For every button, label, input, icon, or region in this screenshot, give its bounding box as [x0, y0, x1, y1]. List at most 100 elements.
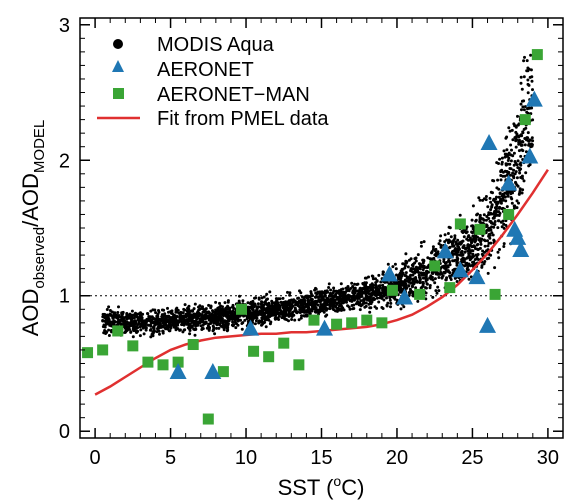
modis-aqua-point: [213, 310, 217, 314]
aeronet-man-point: [489, 288, 501, 300]
modis-aqua-point: [297, 296, 300, 300]
modis-aqua-point: [530, 79, 534, 83]
aeronet-man-point: [112, 325, 124, 337]
modis-aqua-point: [257, 321, 261, 325]
modis-aqua-point: [343, 295, 347, 299]
modis-aqua-point: [440, 265, 444, 269]
modis-aqua-point: [291, 301, 295, 304]
modis-aqua-point: [182, 328, 186, 332]
modis-aqua-point: [497, 195, 501, 199]
modis-aqua-point: [327, 286, 331, 289]
modis-aqua-point: [439, 270, 443, 274]
modis-aqua-point: [493, 206, 497, 210]
modis-aqua-point: [278, 307, 282, 310]
modis-aqua-point: [515, 132, 519, 136]
modis-aqua-point: [264, 307, 268, 310]
modis-aqua-point: [230, 305, 234, 309]
modis-aqua-point: [469, 243, 472, 247]
modis-aqua-point: [331, 307, 335, 311]
modis-aqua-point: [523, 105, 527, 109]
modis-aqua-point: [519, 161, 523, 165]
modis-aqua-point: [446, 269, 450, 273]
modis-aqua-point: [367, 302, 371, 306]
modis-aqua-point: [499, 174, 503, 177]
modis-aqua-point: [463, 264, 467, 268]
modis-aqua-point: [435, 291, 439, 295]
modis-aqua-point: [401, 267, 405, 271]
modis-aqua-point: [124, 329, 128, 333]
modis-aqua-point: [260, 320, 264, 324]
modis-aqua-point: [465, 230, 469, 234]
modis-aqua-point: [453, 234, 457, 238]
modis-aqua-point: [347, 289, 351, 293]
modis-aqua-point: [425, 270, 429, 273]
modis-aqua-point: [152, 326, 156, 330]
modis-aqua-point: [522, 179, 526, 183]
modis-aqua-point: [422, 240, 426, 244]
modis-aqua-point: [215, 323, 219, 327]
modis-aqua-point: [422, 259, 426, 263]
modis-aqua-point: [511, 171, 515, 175]
modis-aqua-point: [151, 334, 155, 338]
x-tick-label: 25: [461, 447, 483, 469]
modis-aqua-point: [163, 312, 167, 316]
modis-aqua-point: [211, 329, 215, 333]
aeronet-man-point: [97, 344, 109, 356]
modis-aqua-point: [205, 326, 209, 330]
modis-aqua-point: [407, 277, 411, 280]
modis-aqua-point: [526, 66, 530, 70]
modis-aqua-point: [340, 294, 344, 298]
aeronet-man-point: [127, 340, 139, 352]
modis-aqua-point: [252, 316, 256, 320]
modis-aqua-point: [286, 290, 289, 294]
modis-aqua-point: [404, 261, 408, 265]
modis-aqua-point: [458, 241, 462, 245]
modis-aqua-point: [410, 277, 414, 281]
modis-aqua-point: [470, 218, 474, 222]
modis-aqua-point: [263, 301, 267, 305]
modis-aqua-point: [281, 296, 285, 300]
modis-aqua-point: [240, 327, 244, 331]
modis-aqua-point: [214, 300, 218, 304]
modis-aqua-point: [407, 284, 411, 288]
modis-aqua-point: [314, 286, 317, 290]
modis-aqua-point: [463, 250, 467, 254]
legend-label-modis-aqua: MODIS Aqua: [157, 34, 275, 56]
modis-aqua-point: [149, 315, 153, 319]
modis-aqua-point: [216, 306, 220, 310]
modis-aqua-point: [185, 309, 189, 313]
modis-aqua-point: [127, 322, 131, 326]
aeronet-points: [169, 90, 543, 379]
modis-aqua-point: [491, 212, 495, 216]
modis-aqua-point: [268, 309, 272, 313]
modis-aqua-point: [521, 140, 525, 144]
modis-aqua-point: [183, 319, 187, 323]
modis-aqua-point: [410, 281, 414, 285]
modis-aqua-point: [431, 278, 435, 282]
modis-aqua-point: [152, 317, 156, 321]
modis-aqua-point: [445, 238, 449, 242]
modis-aqua-point: [419, 241, 423, 244]
modis-aqua-point: [521, 176, 524, 180]
modis-aqua-point: [377, 273, 381, 277]
modis-aqua-point: [517, 201, 520, 205]
modis-aqua-point: [488, 228, 492, 232]
modis-aqua-point: [332, 286, 336, 290]
y-tick-label: 1: [59, 286, 70, 308]
modis-aqua-point: [252, 310, 256, 314]
modis-aqua-point: [529, 53, 533, 57]
modis-aqua-point: [364, 304, 368, 308]
modis-aqua-point: [505, 205, 509, 209]
modis-aqua-point: [342, 308, 346, 312]
modis-aqua-point: [515, 163, 519, 167]
modis-aqua-point: [519, 75, 523, 79]
modis-aqua-point: [433, 277, 437, 281]
modis-aqua-point: [488, 233, 492, 237]
modis-aqua-point: [249, 300, 253, 304]
modis-aqua-point: [212, 325, 216, 329]
modis-aqua-point: [529, 68, 533, 72]
modis-aqua-point: [215, 326, 218, 330]
modis-aqua-point: [352, 307, 356, 310]
modis-aqua-point: [489, 253, 493, 257]
modis-aqua-point: [492, 216, 496, 220]
